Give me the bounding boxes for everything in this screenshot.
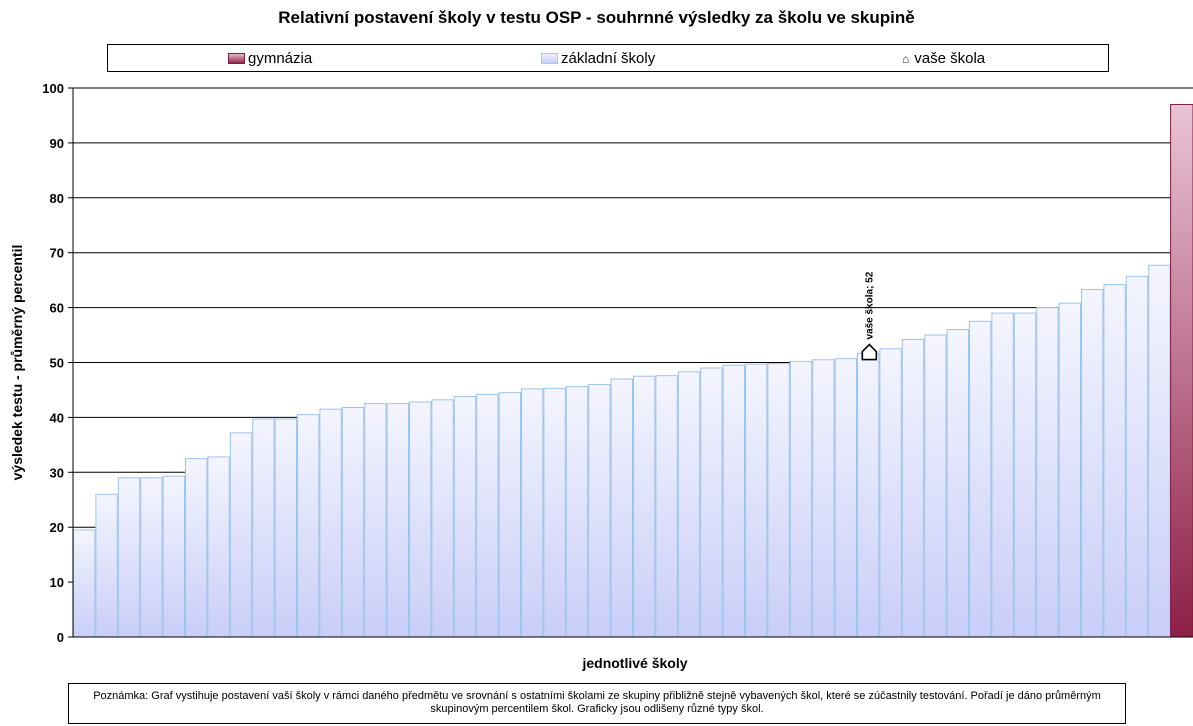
- bar-zakladni-skola: [341, 407, 365, 638]
- bar-zakladni-skola: [1058, 302, 1081, 638]
- bar-zakladni-skola: [498, 392, 522, 638]
- y-tick-label: 40: [50, 410, 64, 425]
- house-marker-icon: [861, 343, 878, 361]
- highlight-marker: vaše škola; 52: [861, 271, 878, 361]
- bar-zakladni-skola: [610, 378, 633, 638]
- axes: [72, 88, 1193, 638]
- y-tick-label: 90: [50, 136, 64, 151]
- bar-zakladni-skola: [297, 414, 320, 638]
- bar-zakladni-skola: [924, 334, 947, 638]
- bar-zakladni-skola: [1036, 307, 1059, 638]
- bar-zakladni-skola: [1148, 264, 1171, 638]
- bar-zakladni-skola: [588, 383, 611, 638]
- bar-zakladni-skola: [73, 529, 96, 638]
- bar-zakladni-skola: [700, 367, 723, 638]
- bar-zakladni-skola: [207, 456, 230, 638]
- y-tick-label: 70: [50, 246, 64, 261]
- bar-zakladni-skola: [409, 401, 432, 638]
- bar-zakladni-skola: [140, 477, 163, 638]
- y-tick-label: 60: [50, 301, 64, 316]
- legend-item-gymnazia: gymnázia: [228, 50, 312, 67]
- bar-zakladni-skola: [453, 396, 477, 638]
- legend-item-vase-skola: ⌂ vaše škola: [902, 50, 985, 67]
- bar-zakladni-skola: [117, 477, 141, 638]
- bar-zakladni-skola: [745, 363, 768, 638]
- bar-zakladni-skola: [789, 360, 813, 638]
- x-axis-label: jednotlivé školy: [581, 655, 687, 671]
- bar-zakladni-skola: [185, 458, 208, 638]
- y-tick-label: 50: [50, 356, 64, 371]
- y-tick-label: 80: [50, 191, 64, 206]
- y-tick-label: 0: [57, 630, 64, 645]
- house-icon: ⌂: [902, 51, 910, 66]
- legend-label-gymnazia: gymnázia: [248, 50, 313, 67]
- legend-label-zakladni-skoly: základní školy: [561, 50, 656, 67]
- y-tick-labels: 0 10 20 30 40 50 60 70 80 90 100: [42, 81, 64, 645]
- legend-swatch-zakladni-skoly: [541, 53, 558, 64]
- bar-zakladni-skola: [386, 403, 410, 638]
- bar-zakladni-skola: [274, 418, 298, 638]
- bar-zakladni-skola: [834, 358, 857, 638]
- bar-zakladni-skola: [364, 403, 387, 638]
- legend-swatch-gymnazia: [228, 53, 245, 64]
- bar-zakladni-skola: [319, 408, 342, 638]
- bar-zakladni-skola: [969, 320, 992, 638]
- chart-note: Poznámka: Graf vystihuje postavení vaší …: [68, 683, 1126, 724]
- bar-zakladni-skola: [476, 393, 499, 638]
- bar-zakladni-skola: [633, 375, 656, 638]
- bar-zakladni-skola: [812, 359, 835, 638]
- bars: [73, 103, 1193, 638]
- bar-zakladni-skola: [991, 312, 1014, 638]
- bar-zakladni-skola: [722, 364, 745, 638]
- bar-chart: 0 10 20 30 40 50 60 70 80 90 100 vaše škola; 52 vý…: [9, 81, 1193, 671]
- highlight-label: vaše škola; 52: [864, 271, 875, 339]
- bar-zakladni-skola: [521, 388, 544, 638]
- y-tick-label: 20: [50, 520, 64, 535]
- bar-zakladni-skola: [946, 329, 969, 638]
- y-tick-label: 10: [50, 575, 64, 590]
- bar-zakladni-skola: [677, 371, 701, 638]
- bar-zakladni-skola: [565, 386, 589, 638]
- bar-zakladni-skola: [162, 475, 186, 638]
- bar-zakladni-skola: [879, 348, 902, 638]
- bar-gymnazium: [1170, 103, 1193, 638]
- bar-zakladni-skola: [1103, 284, 1126, 638]
- y-tick-label: 100: [42, 81, 64, 96]
- bar-zakladni-skola: [95, 493, 118, 638]
- bar-zakladni-skola: [901, 338, 925, 638]
- bar-zakladni-skola: [655, 375, 678, 638]
- bar-zakladni-skola: [1081, 288, 1104, 638]
- bar-zakladni-skola: [1013, 312, 1037, 638]
- bar-zakladni-skola: [543, 387, 566, 638]
- legend-item-zakladni-skoly: základní školy: [541, 50, 655, 67]
- bar-zakladni-skola: [252, 418, 275, 638]
- bar-zakladni-skola: [767, 363, 790, 638]
- chart-title: Relativní postavení školy v testu OSP - …: [278, 8, 915, 27]
- legend-label-vase-skola: vaše škola: [914, 50, 986, 67]
- bar-zakladni-skola: [229, 432, 253, 638]
- bar-zakladni-skola: [431, 399, 454, 638]
- bar-zakladni-skola: [1125, 275, 1149, 638]
- y-axis-label: výsledek testu - průměrný percentil: [9, 245, 25, 481]
- y-tick-label: 30: [50, 465, 64, 480]
- bar-zakladni-skola: [857, 352, 880, 638]
- legend: gymnázia základní školy ⌂ vaše škola: [107, 44, 1109, 72]
